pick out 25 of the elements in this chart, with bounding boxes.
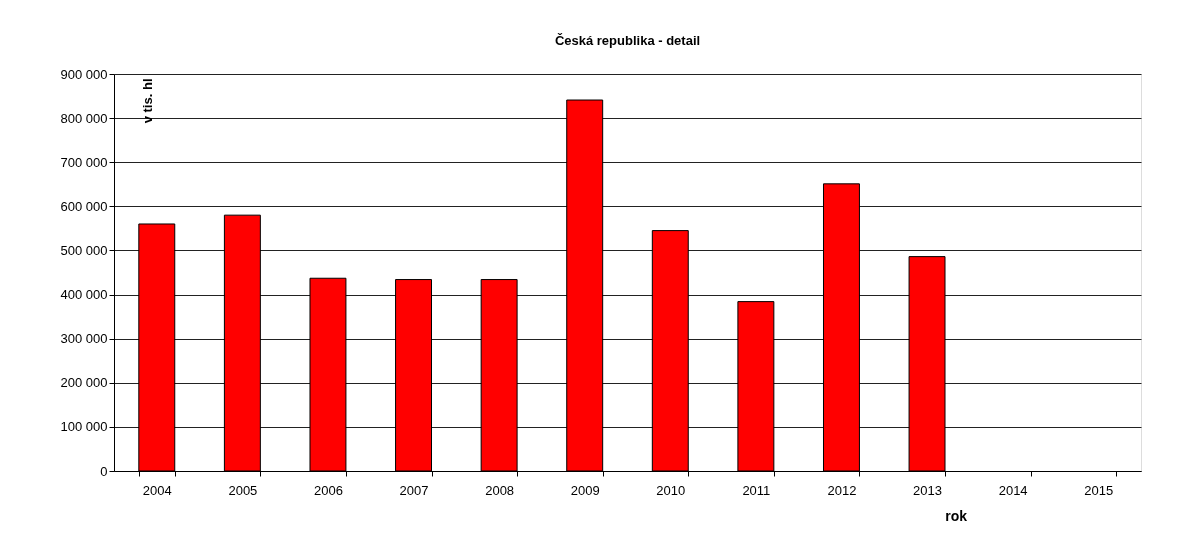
x-tick-label: 2010 — [656, 482, 686, 498]
y-tick-label: 500 000 — [60, 242, 108, 258]
y-tick-label: 200 000 — [60, 375, 108, 391]
y-axis-title: v tis. hl — [139, 78, 155, 124]
y-tick-label: 900 000 — [60, 66, 108, 82]
y-tick-label: 800 000 — [60, 110, 108, 126]
x-tick-label: 2004 — [142, 482, 172, 498]
x-tick-label: 2007 — [399, 482, 429, 498]
y-tick-label: 600 000 — [60, 198, 108, 214]
y-tick-label: 0 — [100, 463, 108, 479]
x-axis-title: rok — [945, 507, 968, 524]
x-tick-label: 2014 — [998, 482, 1028, 498]
y-tick-label: 100 000 — [60, 419, 108, 435]
x-tick-label: 2009 — [570, 482, 600, 498]
y-tick-label: 400 000 — [60, 287, 108, 303]
x-tick-label: 2006 — [314, 482, 343, 498]
x-tick-label: 2005 — [228, 482, 258, 498]
x-tick-label: 2008 — [485, 482, 515, 498]
x-tick-label: 2013 — [913, 482, 942, 498]
x-tick-label: 2015 — [1084, 482, 1114, 498]
chart-title: Česká republika - detail — [554, 33, 701, 48]
x-tick-label: 2012 — [827, 482, 857, 498]
y-tick-label: 300 000 — [60, 331, 108, 347]
x-tick-label: 2011 — [742, 482, 771, 498]
y-tick-label: 700 000 — [60, 154, 108, 170]
